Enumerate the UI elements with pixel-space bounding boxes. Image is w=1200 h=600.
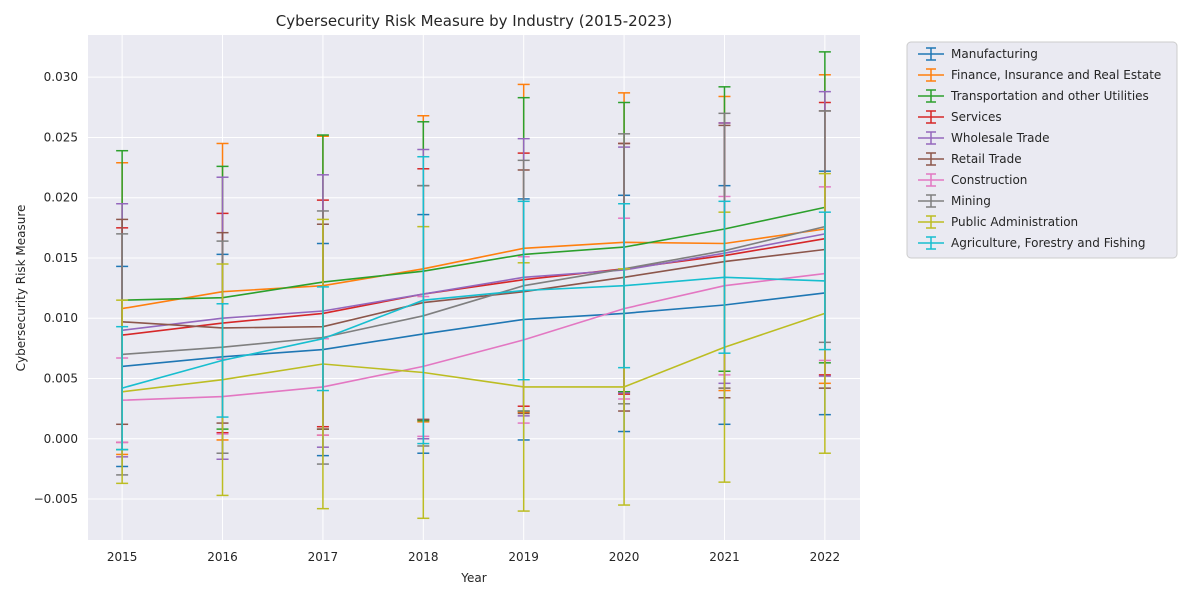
legend-item: Transportation and other Utilities	[918, 89, 1149, 103]
legend-item: Public Administration	[918, 215, 1078, 229]
x-tick-label: 2015	[107, 550, 138, 564]
legend-item: Mining	[918, 194, 991, 208]
series-line	[122, 225, 826, 356]
y-axis-label: Cybersecurity Risk Measure	[14, 205, 28, 372]
series-line	[122, 248, 825, 329]
legend: Manufacturing Finance, Insurance and Real…	[906, 41, 1178, 259]
y-tick-label: 0.025	[44, 130, 78, 144]
legend-label: Agriculture, Forestry and Fishing	[951, 236, 1145, 250]
legend-label: Public Administration	[951, 215, 1078, 229]
legend-label: Manufacturing	[951, 47, 1038, 61]
x-tick-label: 2020	[609, 550, 640, 564]
x-tick-label: 2019	[508, 550, 539, 564]
series-line	[122, 272, 825, 401]
y-axis-ticks: −0.005 0.000 0.005 0.010 0.015 0.020 0.025 0.03…	[34, 70, 78, 506]
legend-item: Construction	[918, 173, 1027, 187]
series-line	[122, 237, 826, 336]
series-line	[122, 292, 825, 368]
x-tick-label: 2016	[207, 550, 238, 564]
legend-label: Mining	[951, 194, 991, 208]
legend-frame	[906, 41, 1178, 259]
series-line	[121, 276, 825, 389]
y-tick-label: 0.005	[44, 371, 78, 385]
legend-item: Agriculture, Forestry and Fishing	[918, 236, 1145, 250]
series-10	[116, 155, 831, 451]
legend-label: Finance, Insurance and Real Estate	[951, 68, 1161, 82]
x-tick-label: 2017	[308, 550, 339, 564]
x-tick-label: 2018	[408, 550, 439, 564]
legend-label: Retail Trade	[951, 152, 1022, 166]
legend-label: Transportation and other Utilities	[950, 89, 1149, 103]
legend-item: Finance, Insurance and Real Estate	[918, 68, 1161, 82]
y-tick-label: 0.030	[44, 70, 78, 84]
legend-label: Wholesale Trade	[951, 131, 1050, 145]
legend-label: Construction	[951, 173, 1027, 187]
x-axis-label: Year	[460, 571, 486, 585]
y-tick-label: −0.005	[34, 492, 78, 506]
series-line	[121, 228, 826, 310]
y-tick-label: 0.010	[44, 311, 78, 325]
x-tick-label: 2022	[810, 550, 841, 564]
chart-title: Cybersecurity Risk Measure by Industry (…	[276, 12, 672, 30]
series-line	[122, 233, 826, 332]
x-axis-ticks: 2015 2016 2017 2018 2019 2020 2021 2022	[107, 550, 840, 564]
y-tick-label: 0.000	[44, 432, 78, 446]
y-tick-label: 0.020	[44, 191, 78, 205]
legend-item: Manufacturing	[918, 47, 1038, 61]
legend-item: Wholesale Trade	[918, 131, 1050, 145]
legend-item: Services	[918, 110, 1002, 124]
y-tick-label: 0.015	[44, 251, 78, 265]
legend-item: Retail Trade	[918, 152, 1022, 166]
series-layer	[116, 51, 831, 520]
x-tick-label: 2021	[709, 550, 740, 564]
series-line	[122, 206, 826, 301]
legend-label: Services	[951, 110, 1002, 124]
series-line	[122, 312, 826, 393]
